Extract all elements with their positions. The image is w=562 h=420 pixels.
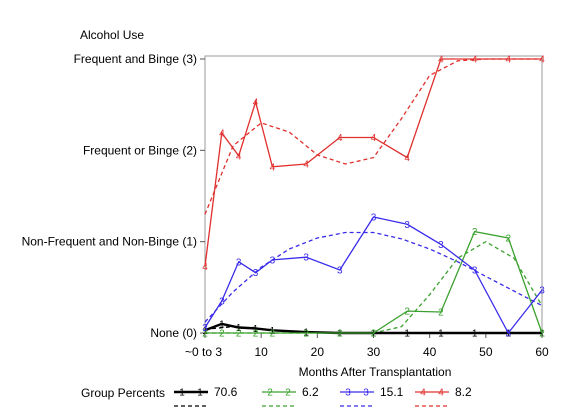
legend-label: 70.6 xyxy=(214,385,238,399)
data-point-marker: 2 xyxy=(202,329,208,340)
data-point-marker: 2 xyxy=(337,329,343,340)
x-tick-label: 50 xyxy=(479,345,493,359)
series-line-15.1 xyxy=(204,216,543,335)
data-point-marker: 1 xyxy=(404,329,410,340)
data-point-marker: 3 xyxy=(253,268,259,279)
data-point-marker: 3 xyxy=(472,265,478,276)
data-point-marker: 4 xyxy=(337,133,343,144)
fitted-line-6.2 xyxy=(205,240,543,334)
legend-label: 8.2 xyxy=(455,385,472,399)
data-point-marker: 1 xyxy=(219,319,225,330)
x-tick-label: ~0 to 3 xyxy=(185,345,222,359)
data-point-marker: 3 xyxy=(539,286,545,297)
legend: 1 1 70.6 2 2 6.2 3 3 15.1 4 4 8.2 xyxy=(174,385,472,407)
data-point-marker: 1 xyxy=(337,329,343,340)
x-tick-label: 20 xyxy=(311,345,325,359)
data-point-marker: 1 xyxy=(253,324,259,335)
data-point-marker: 4 xyxy=(404,153,410,164)
y-tick-label: Frequent or Binge (2) xyxy=(83,143,197,157)
y-axis-label: Alcohol Use xyxy=(80,28,144,42)
legend-marker: 2 xyxy=(267,388,273,399)
x-tick-label: 10 xyxy=(254,345,268,359)
data-point-marker: 3 xyxy=(236,257,242,268)
data-point-marker: 3 xyxy=(337,265,343,276)
data-point-marker: 3 xyxy=(303,253,309,264)
data-point-marker: 1 xyxy=(371,329,377,340)
data-point-marker: 4 xyxy=(270,162,276,173)
data-point-marker: 2 xyxy=(438,307,444,318)
data-point-marker: 2 xyxy=(539,329,545,340)
data-point-marker: 4 xyxy=(371,133,377,144)
data-point-marker: 1 xyxy=(236,323,242,334)
data-point-marker: 2 xyxy=(303,329,309,340)
data-point-marker: 3 xyxy=(371,213,377,224)
data-point-marker: 2 xyxy=(236,329,242,340)
x-tick-label: 30 xyxy=(367,345,381,359)
data-point-marker: 1 xyxy=(539,329,545,340)
data-point-marker: 1 xyxy=(270,326,276,337)
legend-marker: 4 xyxy=(420,388,426,399)
legend-marker: 3 xyxy=(345,388,351,399)
data-point-marker: 2 xyxy=(472,227,478,238)
data-point-marker: 2 xyxy=(219,329,225,340)
data-point-marker: 1 xyxy=(472,329,478,340)
x-tick-label: 40 xyxy=(423,345,437,359)
data-point-marker: 2 xyxy=(270,329,276,340)
legend-label: 6.2 xyxy=(302,385,319,399)
y-tick-label: Frequent and Binge (3) xyxy=(74,52,197,66)
data-point-marker: 3 xyxy=(202,323,208,334)
data-point-marker: 3 xyxy=(270,255,276,266)
data-point-marker: 1 xyxy=(202,326,208,337)
legend-marker: 1 xyxy=(179,388,185,399)
data-point-marker: 1 xyxy=(438,329,444,340)
data-point-marker: 2 xyxy=(371,329,377,340)
data-point-marker: 1 xyxy=(506,329,512,340)
data-point-marker: 4 xyxy=(253,97,259,108)
y-axis: None (0) Non-Frequent and Non-Binge (1) Fr… xyxy=(22,52,205,340)
data-point-marker: 4 xyxy=(236,151,242,162)
x-axis-label: Months After Transplantation xyxy=(299,365,452,379)
data-point-marker: 4 xyxy=(438,55,444,66)
y-tick-label: Non-Frequent and Non-Binge (1) xyxy=(22,235,197,249)
legend-marker: 4 xyxy=(438,388,444,399)
x-axis: ~0 to 3 10 20 30 40 50 60 xyxy=(185,333,549,359)
data-point-marker: 2 xyxy=(506,234,512,245)
x-tick-label: 60 xyxy=(535,345,549,359)
legend-marker: 3 xyxy=(363,388,369,399)
data-point-marker: 4 xyxy=(303,160,309,171)
data-point-marker: 3 xyxy=(404,220,410,231)
data-point-marker: 2 xyxy=(253,329,259,340)
data-point-marker: 4 xyxy=(539,55,545,66)
y-tick-label: None (0) xyxy=(150,326,197,340)
data-point-marker: 3 xyxy=(438,240,444,251)
data-point-marker: 2 xyxy=(404,307,410,318)
series-line-6.2 xyxy=(205,230,543,334)
data-point-marker: 4 xyxy=(472,55,478,66)
data-point-marker: 3 xyxy=(219,297,225,308)
legend-label: 15.1 xyxy=(380,385,404,399)
legend-marker: 1 xyxy=(197,388,203,399)
data-point-marker: 4 xyxy=(219,128,225,139)
data-point-marker: 4 xyxy=(202,262,208,273)
data-point-marker: 3 xyxy=(506,329,512,340)
legend-marker: 2 xyxy=(285,388,291,399)
data-point-marker: 4 xyxy=(506,55,512,66)
series-line-8.2 xyxy=(204,58,542,267)
legend-title: Group Percents xyxy=(81,386,165,400)
fitted-line-15.1 xyxy=(204,231,543,323)
